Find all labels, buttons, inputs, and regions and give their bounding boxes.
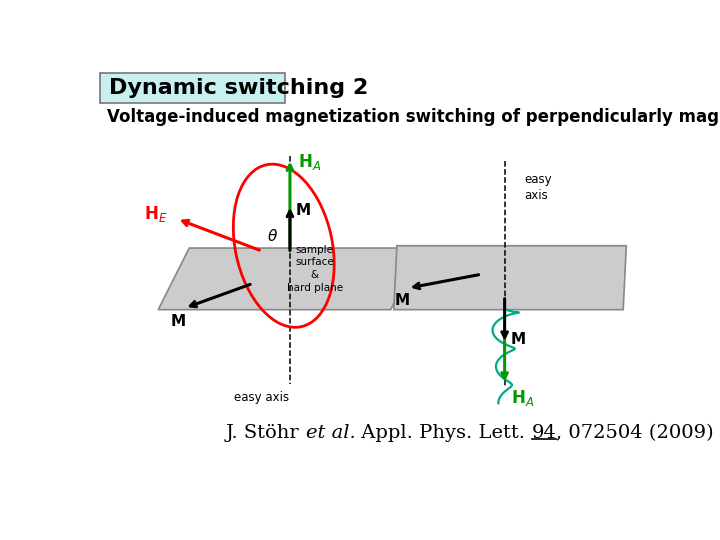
Text: $\mathbf{M}$: $\mathbf{M}$ [510, 331, 526, 347]
Text: $\theta$: $\theta$ [267, 228, 279, 244]
Text: sample
surface
&
hard plane: sample surface & hard plane [287, 245, 343, 293]
Text: 94: 94 [531, 424, 557, 442]
Text: $\mathbf{M}$: $\mathbf{M}$ [171, 313, 186, 329]
Text: Appl. Phys. Lett.: Appl. Phys. Lett. [355, 424, 531, 442]
Text: $\mathbf{M}$: $\mathbf{M}$ [295, 201, 311, 218]
Text: Dynamic switching 2: Dynamic switching 2 [109, 78, 369, 98]
Text: easy axis: easy axis [235, 390, 289, 403]
FancyBboxPatch shape [100, 72, 285, 103]
Text: $\mathbf{M}$: $\mathbf{M}$ [394, 292, 410, 308]
Polygon shape [394, 246, 626, 309]
Text: J. Stöhr: J. Stöhr [225, 424, 305, 442]
Text: $\mathbf{H}_A$: $\mathbf{H}_A$ [510, 388, 534, 408]
Text: easy
axis: easy axis [524, 173, 552, 202]
Text: Voltage-induced magnetization switching of perpendicularly magnetized film: Voltage-induced magnetization switching … [107, 108, 720, 126]
Text: , 072504 (2009): , 072504 (2009) [557, 424, 714, 442]
Text: et al.: et al. [305, 424, 355, 442]
Polygon shape [158, 248, 422, 309]
Text: $\mathbf{H}_E$: $\mathbf{H}_E$ [144, 204, 168, 224]
Text: $\mathbf{H}_A$: $\mathbf{H}_A$ [297, 152, 321, 172]
